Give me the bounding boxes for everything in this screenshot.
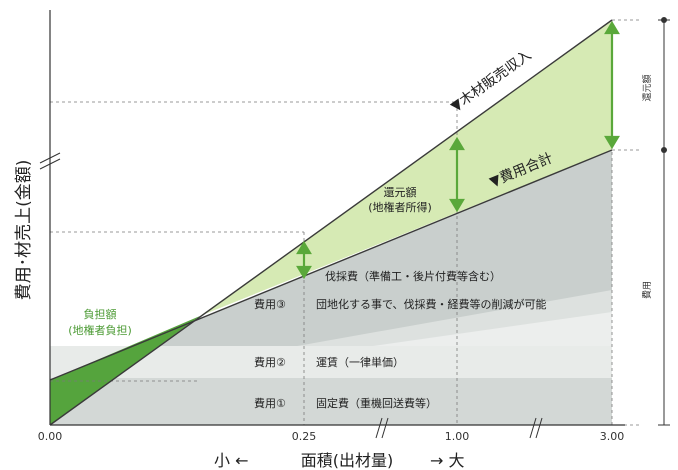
green-arrows xyxy=(296,20,620,280)
right-scale-cost-label: 費用 xyxy=(641,281,653,299)
x-axis-label: 面積(出材量) xyxy=(301,451,394,470)
cost1-tag: 費用① xyxy=(254,396,286,410)
right-scale xyxy=(658,19,670,426)
x-axis-large-word: → 大 xyxy=(430,451,465,470)
burden-sub: (地権者負担) xyxy=(68,323,132,337)
right-scale-return-label: 還元額 xyxy=(641,74,653,101)
return-title: 還元額 xyxy=(384,186,417,199)
cost2-tag: 費用② xyxy=(254,355,286,369)
cost1-band xyxy=(50,378,612,425)
x-tick-025: 0.25 xyxy=(292,430,317,443)
x-axis-small-word: 小 ← xyxy=(214,451,249,470)
right-scale-dot-top xyxy=(661,17,667,23)
cost3-text: 団地化する事で、伐採費・経費等の削減が可能 xyxy=(316,297,547,311)
cost3-tag: 費用③ xyxy=(254,297,286,311)
axis-breaks xyxy=(39,152,543,439)
x-tick-0: 0.00 xyxy=(38,430,63,443)
cost1-text: 固定費（重機回送費等） xyxy=(316,396,437,410)
logging-cost-label: 伐採費（準備工・後片付費等含む） xyxy=(325,269,501,283)
burden-title: 負担額 xyxy=(84,307,117,321)
x-tick-1: 1.00 xyxy=(445,430,470,443)
cost2-text: 運賃（一律単価） xyxy=(316,355,404,369)
revenue-line xyxy=(49,19,613,426)
right-scale-dot-mid xyxy=(661,147,667,153)
total-cost-line xyxy=(49,149,613,381)
y-axis-label: 費用･材売上(金額) xyxy=(14,160,34,301)
x-tick-3: 3.00 xyxy=(600,430,625,443)
return-sub: (地権者所得) xyxy=(368,200,432,214)
